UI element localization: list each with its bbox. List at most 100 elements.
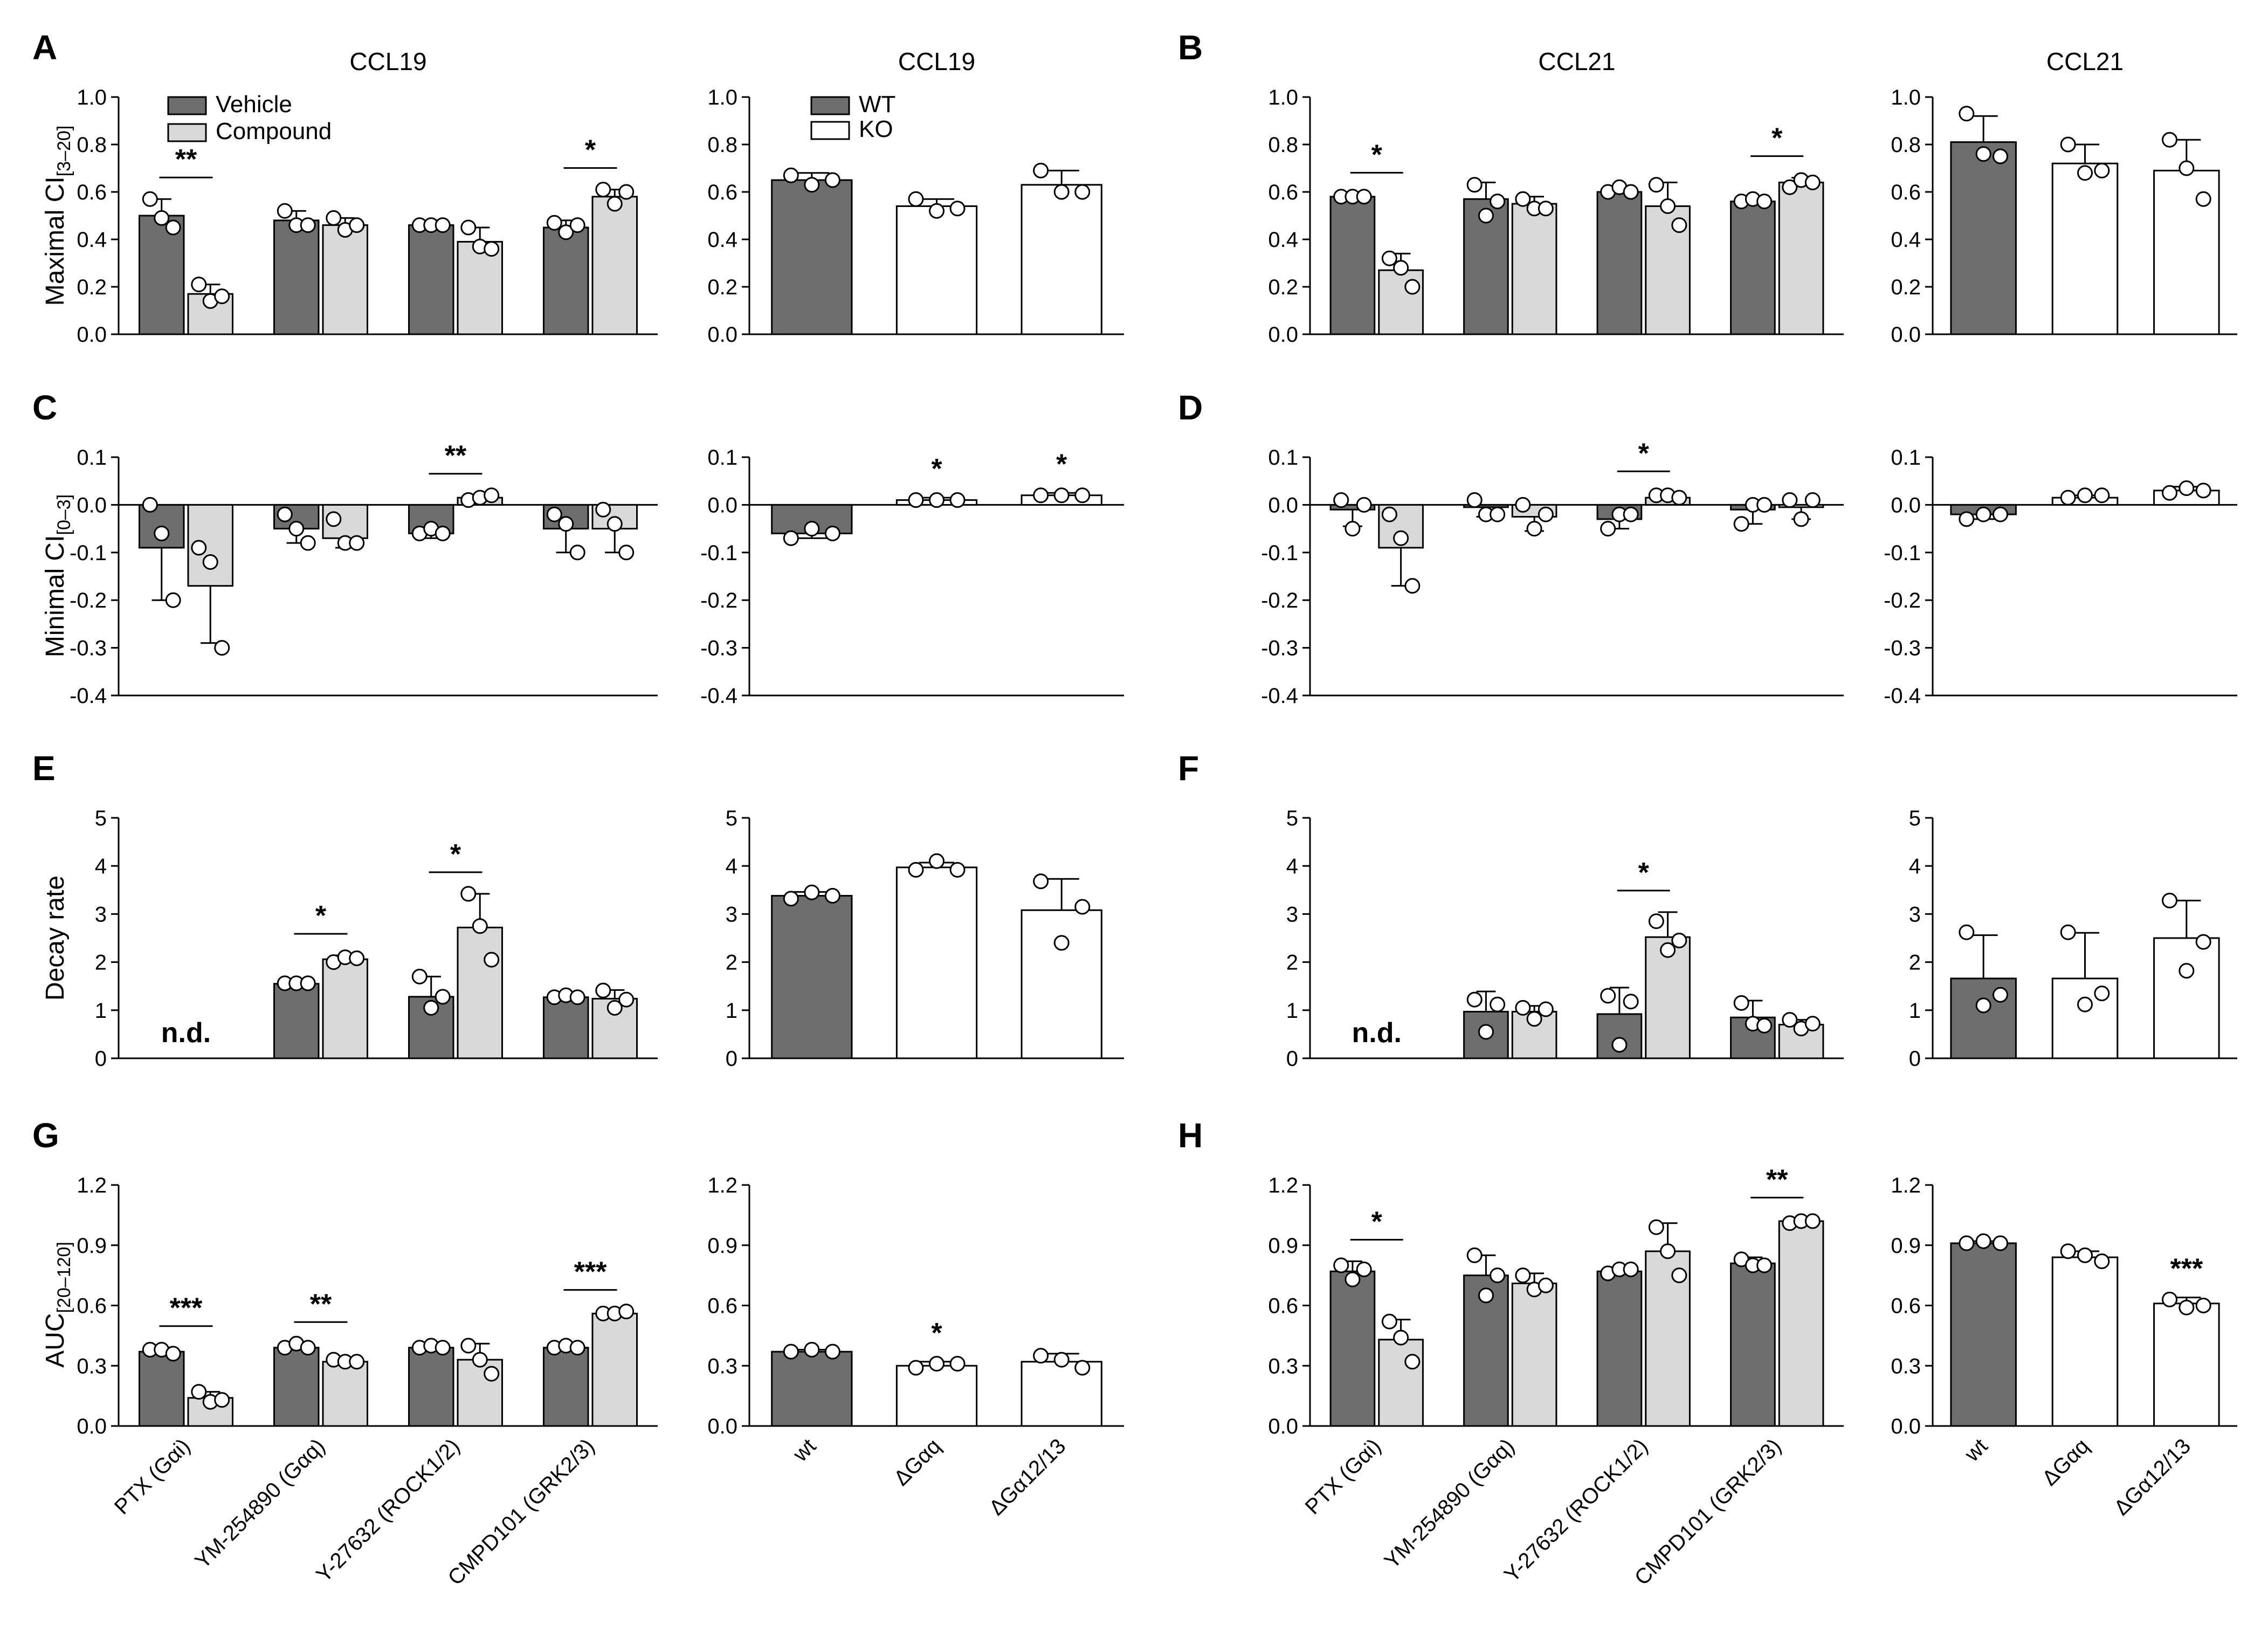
x-category-label: ΔGαq [2038,1434,2094,1490]
data-point [1804,174,1821,190]
data-point [929,853,945,869]
data-point [949,1356,966,1372]
y-axis-label-auc: AUC[20–120] [41,1242,74,1368]
data-point [1404,578,1421,594]
x-category-label: ΔGα12/13 [2110,1434,2195,1520]
y-tick-label: 0.0 [1891,1415,1921,1438]
y-tick-label: 0.6 [77,1294,107,1318]
bar [895,1365,978,1427]
data-point [1515,1267,1531,1284]
data-point [2094,986,2110,1002]
bar [1511,1283,1557,1427]
plot-B-ko: 0.0 0.2 0.4 0.6 0.8 1.0 CCL21 [1891,47,2237,347]
nd-label: n.d. [1352,1017,1402,1049]
data-point [908,191,924,207]
data-point [606,196,623,212]
data-point [277,203,293,219]
plot-H-ko: 0.0 0.3 0.6 0.9 1.2 *** [1891,1174,2237,1438]
bar [322,1361,368,1427]
data-point [1381,506,1397,522]
data-point [1053,1352,1070,1368]
significance-label: * [931,453,942,485]
data-point [202,554,218,570]
data-point [349,217,365,233]
data-point [1804,1213,1821,1229]
y-tick-label: 0.6 [1268,1294,1298,1318]
bar [1596,1270,1643,1427]
data-point [1356,1261,1372,1277]
data-point [1793,511,1809,527]
significance-label: * [450,839,461,870]
y-axis-label-decay: Decay rate [41,876,70,1001]
data-point [1515,497,1531,513]
y-tick-label: 0.0 [707,493,737,517]
data-point [460,1338,477,1354]
data-point [1538,201,1554,217]
y-tick-label: 0.2 [77,275,107,299]
data-point [783,167,799,183]
y-tick-label: 0.6 [77,181,107,204]
y-tick-label: 3 [1286,902,1298,926]
data-point [783,1343,799,1360]
bar [273,1347,320,1427]
y-tick-label: 0.6 [707,181,737,204]
y-tick-label: 0.2 [707,275,737,299]
x-category-text: Y-27632 (ROCK1/2) [312,1434,464,1587]
y-tick-label: 0.9 [1268,1234,1298,1258]
panel-letter-A: A [32,28,57,67]
y-tick-label: 1.0 [1268,86,1298,109]
data-point [165,592,181,608]
data-point [472,918,488,934]
data-point [1538,1001,1554,1017]
data-point [558,224,574,240]
data-point [1975,146,1991,162]
data-point [2195,483,2211,499]
y-tick-label: -0.3 [70,637,107,660]
y-tick-label: 0.0 [1268,1415,1298,1438]
data-point [472,1352,488,1368]
data-point [804,884,820,900]
bar [1378,269,1424,335]
data-point [2195,191,2211,207]
legend-wt-swatch [810,96,850,115]
y-axis-label-text: Minimal CI[0–3] [41,494,74,657]
y-tick-label: 0.8 [77,133,107,157]
y-tick-label: 0.3 [707,1354,737,1378]
data-point [1033,162,1049,178]
plot-G-inhib: 0.00.30.60.91.2*** ***** [77,1174,658,1438]
bar [1021,184,1102,335]
x-category-text: wt [788,1434,821,1466]
x-category-label: wt [788,1434,821,1466]
data-point [1733,516,1749,532]
x-category-label: Y-27632 (ROCK1/2) [312,1434,464,1587]
y-axis-label-main: Minimal CI [41,535,70,657]
y-tick-label: 0.0 [77,323,107,347]
y-tick-label: 4 [726,855,737,878]
data-point [618,545,635,561]
y-axis-label-text: Decay rate [41,876,70,1001]
bar [591,196,638,335]
data-point [1053,935,1070,951]
data-point [326,511,342,527]
data-point [300,975,316,991]
bar [771,179,853,335]
data-point [2161,132,2177,148]
significance-label: * [1371,1207,1383,1238]
plot-G-ko: 0.0 0.3 0.6 0.9 1.2 * [707,1174,1124,1438]
bar [1511,203,1557,335]
y-tick-label: 0.8 [707,133,737,157]
data-point [1466,991,1483,1008]
panel-title: CCL19 [898,47,975,75]
y-tick-label: -0.3 [700,637,737,660]
legend-vehicle-label: Vehicle [216,91,292,118]
data-point [824,1343,840,1360]
data-point [2179,480,2195,496]
y-tick-label: -0.2 [1884,589,1921,612]
y-tick-label: -0.1 [1261,541,1298,565]
y-axis-label-text: Maximal CI[3–20] [41,126,74,306]
significance-label: ** [175,144,197,175]
y-tick-label: 5 [726,807,737,830]
data-point [1345,1271,1361,1287]
bar [1021,1361,1102,1427]
panel-letter-H: H [1178,1116,1203,1155]
